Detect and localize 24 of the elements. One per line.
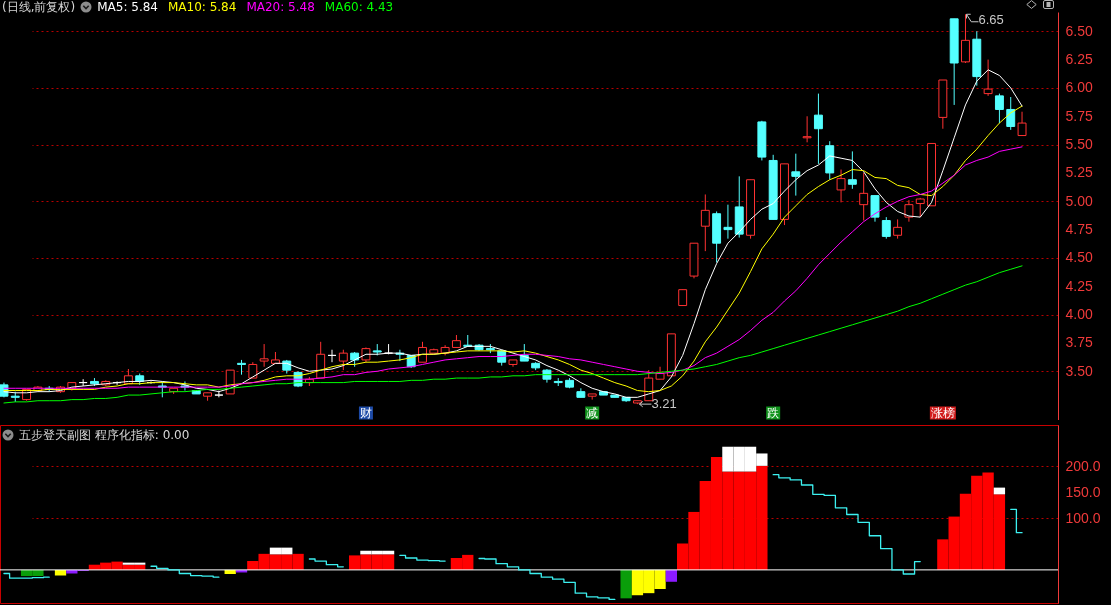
y-tick-label: 5.00 bbox=[1065, 192, 1093, 209]
y-tick-label: 100.0 bbox=[1065, 509, 1101, 526]
y-tick-label: 4.75 bbox=[1065, 221, 1093, 238]
y-tick-label: 200.0 bbox=[1065, 457, 1101, 474]
y-tick-label: 5.75 bbox=[1065, 107, 1093, 124]
annotation: 6.65 bbox=[978, 12, 1004, 28]
y-tick-label: 4.25 bbox=[1065, 277, 1093, 294]
text: MA20: 5.48 bbox=[246, 0, 315, 14]
y-tick-label: 3.50 bbox=[1065, 362, 1093, 379]
text: MA60: 4.43 bbox=[324, 0, 394, 14]
y-tick-label: 3.75 bbox=[1065, 334, 1093, 351]
y-tick-label: 5.25 bbox=[1065, 164, 1093, 181]
text: MA5: 5.84 bbox=[97, 0, 158, 14]
y-tick-label: 6.50 bbox=[1065, 22, 1093, 39]
y-tick-label: 4.50 bbox=[1065, 249, 1093, 266]
chart-title: 五步登天副图 程序化指标: 0.00 bbox=[19, 428, 190, 442]
annotation: 3.21 bbox=[651, 396, 677, 412]
y-tick-label: 4.00 bbox=[1065, 306, 1093, 323]
y-tick-label: 6.00 bbox=[1065, 79, 1093, 96]
text: MA10: 5.84 bbox=[167, 0, 237, 14]
y-tick-label: 6.25 bbox=[1065, 51, 1093, 68]
y-tick-label: 150.0 bbox=[1065, 483, 1101, 500]
chart-title: (日线,前复权) bbox=[2, 0, 76, 14]
y-tick-label: 5.50 bbox=[1065, 136, 1093, 153]
